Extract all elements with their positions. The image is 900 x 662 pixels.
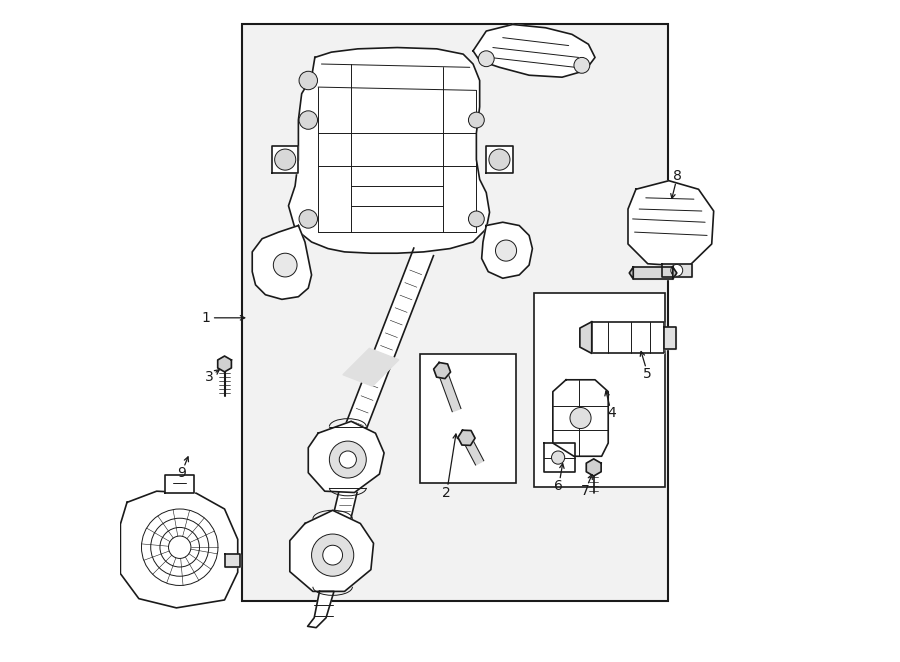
Polygon shape [272, 146, 299, 173]
Polygon shape [458, 430, 475, 446]
Polygon shape [437, 369, 461, 412]
Bar [242, 24, 668, 601]
Circle shape [274, 253, 297, 277]
Polygon shape [166, 475, 194, 493]
Circle shape [329, 441, 366, 478]
Polygon shape [544, 443, 575, 472]
Circle shape [299, 111, 318, 129]
Polygon shape [224, 554, 240, 567]
Circle shape [274, 149, 296, 170]
Polygon shape [335, 248, 434, 460]
Bar [535, 293, 665, 487]
Text: 7: 7 [580, 483, 590, 498]
Circle shape [339, 451, 356, 468]
Circle shape [299, 210, 318, 228]
Polygon shape [586, 459, 601, 476]
Polygon shape [309, 421, 384, 493]
Circle shape [469, 112, 484, 128]
Circle shape [552, 451, 564, 464]
Circle shape [469, 211, 484, 227]
Text: 4: 4 [608, 406, 616, 420]
Circle shape [496, 240, 517, 261]
Polygon shape [121, 491, 238, 608]
Polygon shape [218, 356, 231, 372]
Polygon shape [326, 493, 357, 549]
Polygon shape [634, 267, 673, 279]
Circle shape [299, 71, 318, 90]
Polygon shape [486, 146, 513, 173]
Polygon shape [482, 222, 533, 278]
Polygon shape [463, 436, 483, 465]
Circle shape [478, 51, 494, 67]
Polygon shape [343, 348, 399, 386]
Polygon shape [662, 263, 692, 277]
Circle shape [489, 149, 510, 170]
Circle shape [311, 534, 354, 576]
Bar [420, 354, 516, 483]
Polygon shape [290, 510, 374, 591]
Circle shape [670, 264, 683, 276]
Polygon shape [664, 326, 676, 349]
Polygon shape [673, 267, 677, 279]
Polygon shape [252, 226, 311, 299]
Polygon shape [629, 267, 634, 279]
Circle shape [574, 58, 590, 73]
Polygon shape [580, 322, 591, 354]
Text: 3: 3 [205, 370, 214, 384]
Text: 6: 6 [554, 479, 563, 493]
Polygon shape [591, 322, 664, 354]
Text: 2: 2 [442, 485, 451, 500]
Text: 9: 9 [177, 466, 186, 480]
Polygon shape [308, 591, 334, 628]
Circle shape [323, 545, 343, 565]
Text: 8: 8 [673, 169, 682, 183]
Polygon shape [628, 181, 714, 266]
Circle shape [570, 408, 591, 428]
Polygon shape [289, 48, 490, 253]
Text: 5: 5 [644, 367, 652, 381]
Polygon shape [473, 24, 595, 77]
Polygon shape [434, 363, 451, 379]
Polygon shape [553, 380, 608, 456]
Text: 1: 1 [202, 311, 211, 325]
